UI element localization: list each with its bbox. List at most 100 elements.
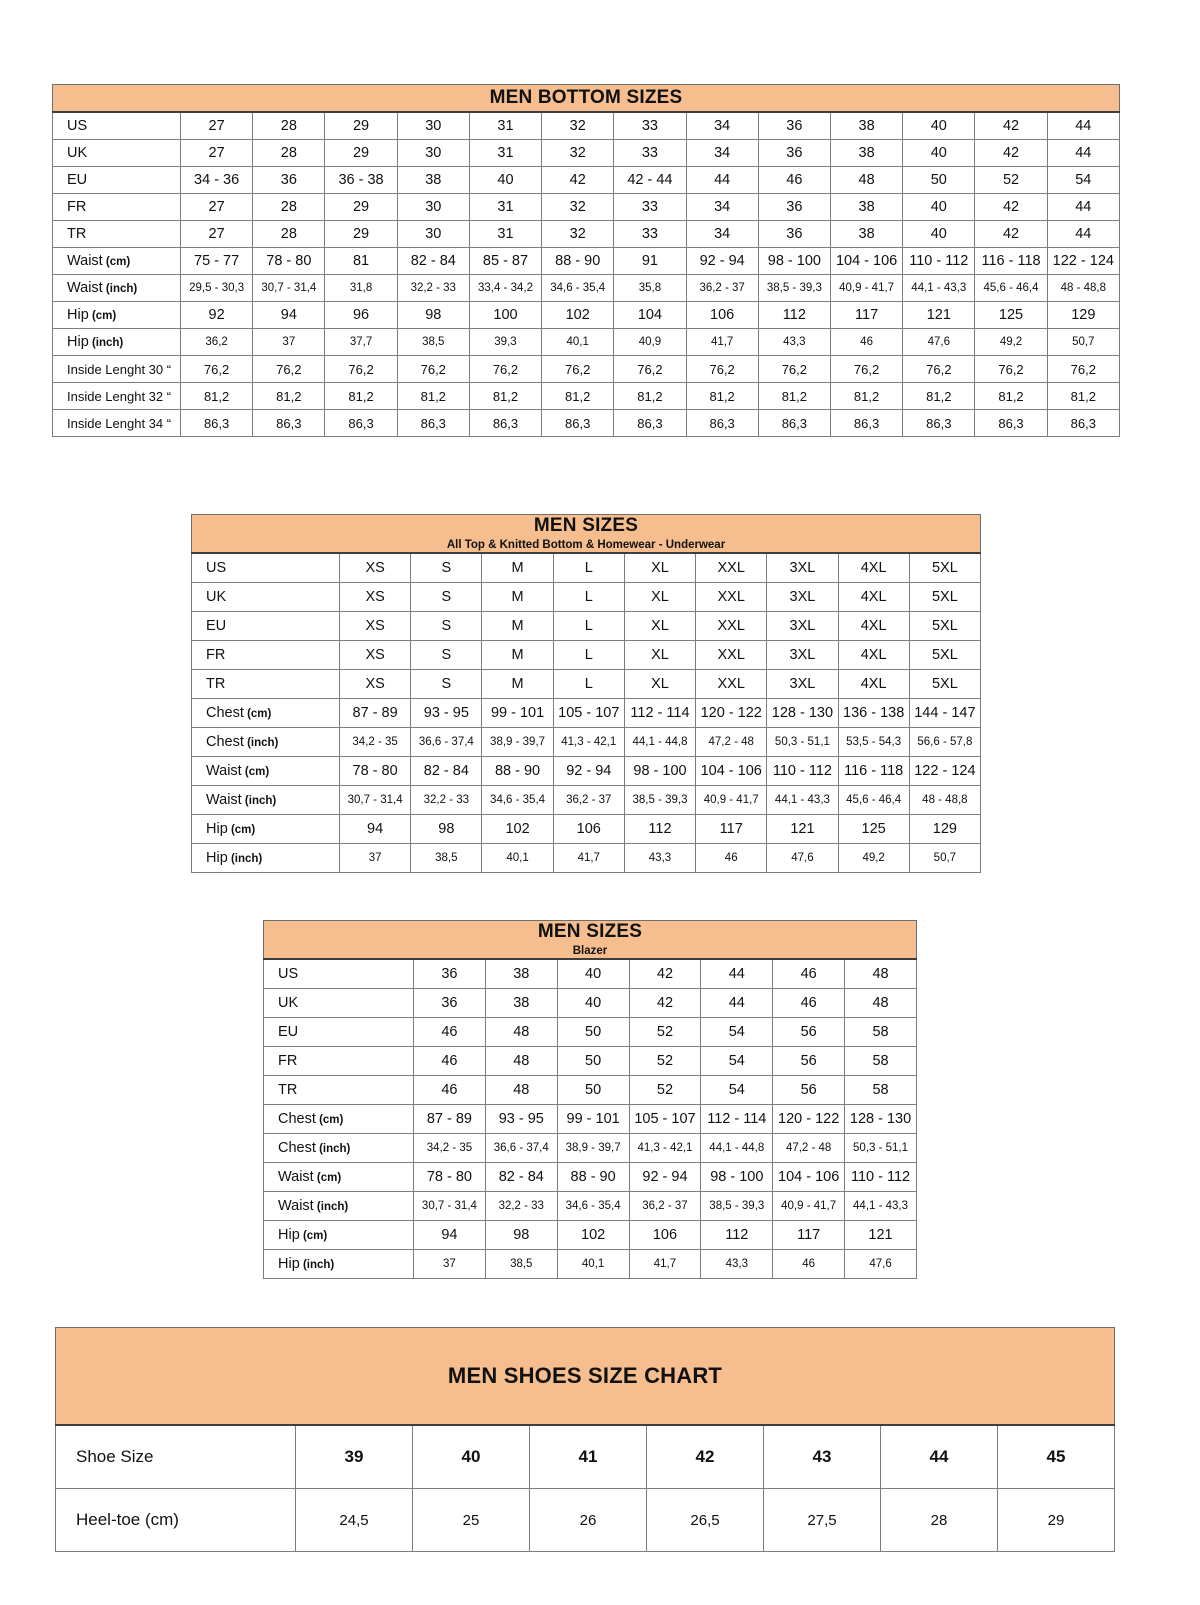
cell-value: 92 - 94 <box>628 1162 702 1193</box>
cell-value: 40 <box>468 166 543 194</box>
cell-value: XS <box>338 669 412 700</box>
cell-value: 76,2 <box>613 355 687 383</box>
cell-value: 38 <box>829 139 904 167</box>
cell-value: 116 - 118 <box>974 247 1048 275</box>
cell-value: XXL <box>695 582 768 613</box>
cell-value: 26 <box>529 1488 647 1552</box>
cell-value: 42 <box>974 139 1048 167</box>
cell-value: 50,7 <box>908 843 982 874</box>
cell-value: 81,2 <box>324 382 398 410</box>
cell-value: 76,2 <box>902 355 976 383</box>
cell-value: L <box>552 669 625 700</box>
cell-value: 76,2 <box>685 355 759 383</box>
cell-value: 36 <box>757 220 831 248</box>
cell-value: 5XL <box>908 669 982 700</box>
cell-value: XS <box>338 640 412 671</box>
cell-value: 112 - 114 <box>700 1104 774 1135</box>
cell-value: 4XL <box>837 611 910 642</box>
cell-value: XS <box>338 552 412 584</box>
cell-value: 34 <box>685 193 759 221</box>
cell-value: 82 - 84 <box>410 756 483 787</box>
cell-value: 81,2 <box>541 382 615 410</box>
cell-value: 49,2 <box>974 328 1048 356</box>
cell-value: 38,5 <box>396 328 470 356</box>
cell-value: 52 <box>628 1046 702 1077</box>
cell-value: 117 <box>772 1220 846 1251</box>
cell-value: 106 <box>685 301 759 329</box>
cell-value: 81,2 <box>613 382 687 410</box>
table-row: Shoe Size 39 40 41 42 43 44 45 <box>55 1424 1115 1489</box>
cell-value: 81,2 <box>685 382 759 410</box>
cell-value: 76,2 <box>757 355 831 383</box>
cell-value: 112 <box>757 301 831 329</box>
cell-value: 121 <box>844 1220 917 1251</box>
cell-value: 3XL <box>766 582 839 613</box>
cell-value: 104 - 106 <box>829 247 904 275</box>
cell-value: 100 <box>468 301 543 329</box>
cell-value: 36 <box>757 111 831 140</box>
cell-value: 94 <box>413 1220 486 1251</box>
row-label-unit: (inch) <box>315 1143 351 1156</box>
cell-value: 54 <box>1046 166 1121 194</box>
cell-value: 38 <box>829 111 904 140</box>
row-label-waist: Waist (cm) <box>52 247 181 275</box>
table-row: UK 36 38 40 42 44 46 48 <box>263 988 917 1019</box>
table-row: FR XS S M L XL XXL 3XL 4XL 5XL <box>191 640 982 671</box>
cell-value: 144 - 147 <box>908 698 982 729</box>
cell-value: 24,5 <box>295 1488 413 1552</box>
cell-value: 104 <box>613 301 687 329</box>
cell-value: 88 - 90 <box>541 247 615 275</box>
cell-value: 39 <box>295 1424 413 1489</box>
cell-value: 40 <box>902 193 976 221</box>
cell-value: 96 <box>324 301 398 329</box>
table-row: FR 27 28 29 30 31 32 33 34 36 38 40 42 44 <box>52 193 1121 221</box>
cell-value: 48 - 48,8 <box>1046 274 1121 302</box>
cell-value: 117 <box>695 814 768 845</box>
cell-value: M <box>481 640 554 671</box>
cell-value: 40 <box>902 111 976 140</box>
cell-value: 54 <box>700 1017 774 1048</box>
cell-value: 48 <box>844 958 917 990</box>
cell-value: 87 - 89 <box>338 698 412 729</box>
cell-value: 128 - 130 <box>766 698 839 729</box>
cell-value: 41,7 <box>552 843 625 874</box>
cell-value: 38,5 <box>484 1249 558 1280</box>
cell-value: 38 <box>829 220 904 248</box>
cell-value: 30 <box>396 220 470 248</box>
cell-value: 50,3 - 51,1 <box>844 1133 917 1164</box>
tops-subtitle-text: All Top & Knitted Bottom & Homewear - Un… <box>446 538 726 551</box>
tops-title-cell: MEN SIZES All Top & Knitted Bottom & Home… <box>191 514 981 555</box>
cell-value: 46 <box>757 166 831 194</box>
cell-value: 36 <box>413 958 486 990</box>
cell-value: 44,1 - 44,8 <box>623 727 697 758</box>
row-label-fr: FR <box>52 193 181 221</box>
cell-value: 82 - 84 <box>396 247 470 275</box>
cell-value: XXL <box>695 669 768 700</box>
cell-value: 36,2 - 37 <box>685 274 759 302</box>
cell-value: 36,2 - 37 <box>552 785 625 816</box>
cell-value: 40,9 <box>613 328 687 356</box>
cell-value: 42 <box>628 958 702 990</box>
cell-value: 47,6 <box>766 843 839 874</box>
cell-value: 4XL <box>837 552 910 584</box>
cell-value: S <box>410 582 483 613</box>
cell-value: 91 <box>613 247 687 275</box>
cell-value: 50 <box>902 166 976 194</box>
cell-value: 81,2 <box>902 382 976 410</box>
cell-value: 81,2 <box>974 382 1048 410</box>
row-label-eu: EU <box>263 1017 414 1048</box>
cell-value: 36 <box>413 988 486 1019</box>
cell-value: 42 <box>646 1424 764 1489</box>
row-label-tr: TR <box>52 220 181 248</box>
cell-value: 28 <box>252 111 326 140</box>
row-label-tr: TR <box>191 669 340 700</box>
cell-value: 125 <box>974 301 1048 329</box>
cell-value: XL <box>623 582 697 613</box>
row-label-inside-lenght-30: Inside Lenght 30 “ <box>52 355 181 383</box>
table-row: Waist (cm) 78 - 80 82 - 84 88 - 90 92 - 94 98… <box>263 1162 917 1193</box>
cell-value: 41,7 <box>628 1249 702 1280</box>
table-row: Waist (inch) 29,5 - 30,3 30,7 - 31,4 31,8 32… <box>52 274 1121 302</box>
cell-value: 29,5 - 30,3 <box>179 274 254 302</box>
table-body-shoes: MEN SHOES SIZE CHART Shoe Size 39 40 41 42 43 4… <box>55 1327 1115 1552</box>
cell-value: 41,3 - 42,1 <box>628 1133 702 1164</box>
